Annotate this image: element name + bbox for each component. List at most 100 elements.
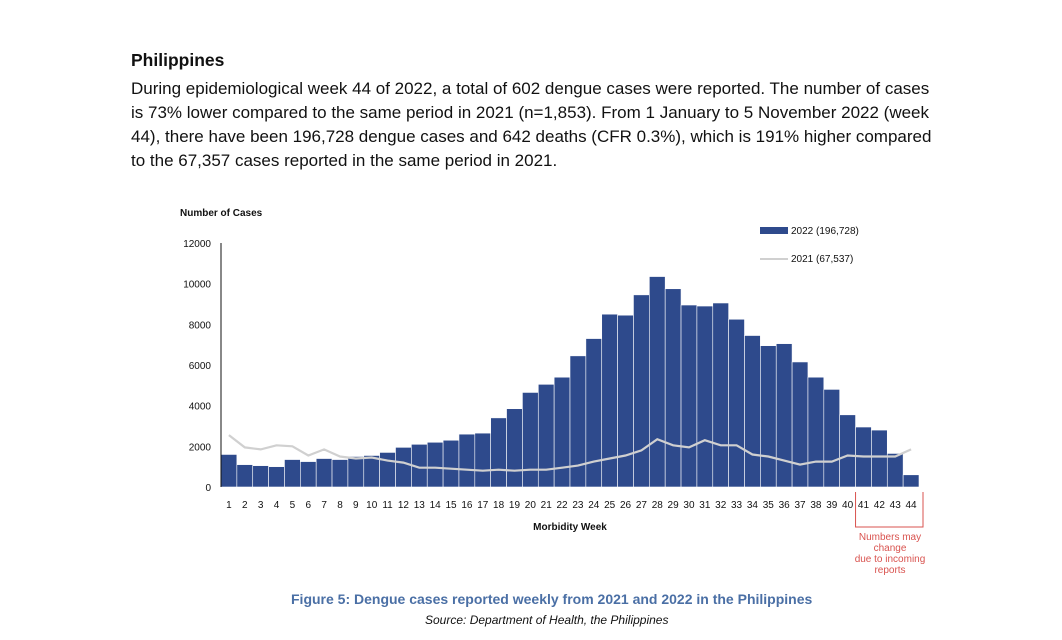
- x-tick-label: 37: [794, 500, 806, 511]
- x-axis-title: Morbidity Week: [533, 522, 607, 533]
- bar-2022: [537, 384, 555, 488]
- paragraph-line: to the 67,357 cases reported in the same…: [131, 151, 558, 170]
- x-tick-label: 32: [715, 500, 727, 511]
- x-tick-label: 9: [353, 500, 359, 511]
- x-tick-label: 1: [226, 500, 232, 511]
- bar-2022: [902, 474, 920, 488]
- bar-2022: [585, 338, 603, 488]
- paragraph-line: is 73% lower compared to the same period…: [131, 103, 930, 122]
- x-tick-label: 44: [906, 500, 918, 511]
- bar-2022: [823, 389, 840, 488]
- y-tick-label: 8000: [189, 320, 212, 331]
- x-tick-label: 11: [382, 500, 393, 511]
- bar-2022: [649, 276, 666, 488]
- x-tick-label: 2: [242, 500, 248, 511]
- bar-2022: [522, 392, 539, 488]
- bar-2022: [886, 453, 904, 488]
- x-tick-label: 12: [398, 500, 410, 511]
- bar-2022: [553, 376, 571, 488]
- x-tick-label: 14: [430, 500, 442, 511]
- annotation-text: change: [874, 543, 907, 554]
- x-tick-label: 43: [890, 500, 902, 511]
- y-tick-label: 2000: [189, 442, 212, 453]
- x-tick-label: 39: [826, 500, 838, 511]
- annotation-bracket: [855, 492, 924, 528]
- bar-2022: [744, 335, 761, 488]
- x-tick-label: 7: [321, 500, 327, 511]
- x-tick-label: 20: [525, 500, 537, 511]
- x-tick-label: 28: [652, 500, 664, 511]
- figure-title: Figure 5: Dengue cases reported weekly f…: [291, 591, 813, 607]
- bar-2022: [315, 458, 333, 488]
- bar-2022: [633, 294, 650, 488]
- bar-2022: [680, 304, 698, 488]
- x-tick-label: 10: [366, 500, 378, 511]
- figure-source: Source: Department of Health, the Philip…: [425, 613, 669, 627]
- x-tick-label: 30: [683, 500, 695, 511]
- x-tick-label: 16: [461, 500, 473, 511]
- y-axis-title: Number of Cases: [180, 208, 263, 219]
- x-tick-label: 26: [620, 500, 632, 511]
- x-tick-label: 18: [493, 500, 505, 511]
- bar-2022: [617, 314, 634, 488]
- x-tick-label: 35: [763, 500, 775, 511]
- bar-2022: [712, 302, 729, 488]
- summary-paragraph: During epidemiological week 44 of 2022, …: [131, 77, 1011, 173]
- y-tick-label: 6000: [189, 361, 212, 372]
- y-tick-label: 10000: [183, 280, 211, 291]
- x-tick-label: 4: [274, 500, 280, 511]
- bar-2022: [871, 429, 888, 488]
- x-tick-label: 21: [541, 500, 553, 511]
- x-tick-label: 31: [699, 500, 711, 511]
- x-tick-label: 6: [305, 500, 311, 511]
- x-tick-label: 42: [874, 500, 886, 511]
- bar-2022: [236, 464, 254, 488]
- x-tick-label: 34: [747, 500, 759, 511]
- x-tick-label: 40: [842, 500, 854, 511]
- x-tick-label: 41: [858, 500, 870, 511]
- bar-2022: [760, 345, 777, 488]
- bar-2022: [807, 376, 825, 488]
- bar-2022: [775, 343, 793, 488]
- bar-2022: [220, 454, 238, 488]
- x-tick-label: 23: [572, 500, 584, 511]
- x-tick-label: 38: [810, 500, 822, 511]
- bar-2022: [839, 414, 856, 488]
- bar-2022: [474, 432, 491, 488]
- bar-2022: [696, 305, 714, 488]
- x-tick-label: 19: [509, 500, 521, 511]
- x-tick-label: 13: [414, 500, 426, 511]
- x-tick-label: 27: [636, 500, 648, 511]
- x-tick-label: 36: [779, 500, 791, 511]
- section-heading: Philippines: [131, 50, 225, 70]
- bar-2022: [284, 459, 301, 488]
- bar-2022: [791, 361, 809, 488]
- bar-2022: [601, 313, 618, 488]
- bar-2022: [363, 455, 380, 488]
- bar-2022: [506, 408, 523, 488]
- legend-label-2021: 2021 (67,537): [791, 254, 853, 265]
- x-tick-label: 15: [445, 500, 457, 511]
- bar-2022: [347, 456, 365, 488]
- y-tick-label: 4000: [189, 402, 212, 413]
- y-tick-label: 12000: [183, 239, 211, 250]
- bar-2022: [268, 466, 285, 488]
- x-tick-label: 17: [477, 500, 489, 511]
- x-tick-label: 3: [258, 500, 264, 511]
- bar-2022: [395, 447, 412, 488]
- legend-swatch-2022: [760, 227, 788, 234]
- y-tick-label: 0: [205, 483, 211, 494]
- x-tick-label: 33: [731, 500, 743, 511]
- annotation-text: Numbers may: [859, 532, 921, 543]
- paragraph-line: 44), there have been 196,728 dengue case…: [131, 127, 932, 146]
- x-tick-label: 24: [588, 500, 600, 511]
- bar-2022: [664, 288, 682, 488]
- line-2021: [228, 434, 912, 472]
- bar-2022: [728, 318, 745, 488]
- x-tick-label: 25: [604, 500, 616, 511]
- x-tick-label: 5: [290, 500, 296, 511]
- bar-2022: [490, 417, 507, 488]
- bar-2022: [252, 465, 269, 488]
- x-tick-label: 29: [668, 500, 680, 511]
